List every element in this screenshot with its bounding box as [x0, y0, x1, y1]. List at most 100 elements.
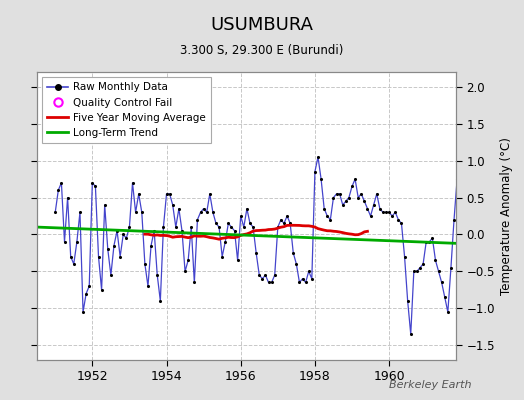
Point — [255, 272, 264, 278]
Point — [329, 194, 337, 201]
Point — [385, 209, 394, 216]
Point — [187, 224, 195, 230]
Point — [215, 224, 223, 230]
Point — [67, 254, 75, 260]
Point — [332, 191, 341, 197]
Point — [218, 254, 226, 260]
Point — [246, 220, 254, 226]
Point — [128, 180, 137, 186]
Point — [138, 209, 146, 216]
Point — [70, 261, 78, 267]
Point — [209, 209, 217, 216]
Point — [224, 220, 233, 226]
Point — [212, 220, 220, 226]
Point — [438, 279, 446, 286]
Point — [200, 206, 208, 212]
Point — [132, 209, 140, 216]
Point — [231, 228, 239, 234]
Point — [391, 209, 399, 216]
Point — [292, 261, 301, 267]
Point — [178, 228, 186, 234]
Point — [416, 264, 424, 271]
Point — [270, 272, 279, 278]
Point — [289, 250, 298, 256]
Point — [63, 194, 72, 201]
Point — [227, 224, 236, 230]
Point — [125, 224, 134, 230]
Point — [311, 168, 319, 175]
Point — [101, 202, 109, 208]
Point — [444, 309, 452, 315]
Point — [82, 290, 90, 297]
Point — [431, 257, 440, 264]
Point — [140, 261, 149, 267]
Point — [156, 298, 165, 304]
Point — [286, 220, 294, 226]
Point — [196, 209, 205, 216]
Point — [239, 224, 248, 230]
Point — [366, 213, 375, 219]
Legend: Raw Monthly Data, Quality Control Fail, Five Year Moving Average, Long-Term Tren: Raw Monthly Data, Quality Control Fail, … — [42, 77, 211, 143]
Point — [205, 191, 214, 197]
Text: Berkeley Earth: Berkeley Earth — [389, 380, 472, 390]
Point — [277, 216, 285, 223]
Point — [233, 257, 242, 264]
Point — [119, 231, 127, 238]
Point — [264, 279, 272, 286]
Point — [419, 261, 427, 267]
Point — [320, 206, 329, 212]
Point — [153, 272, 161, 278]
Point — [422, 239, 430, 245]
Point — [453, 176, 461, 182]
Point — [400, 254, 409, 260]
Point — [236, 213, 245, 219]
Point — [147, 242, 155, 249]
Point — [280, 220, 288, 226]
Point — [54, 187, 62, 193]
Point — [51, 209, 59, 216]
Point — [360, 198, 368, 204]
Point — [171, 224, 180, 230]
Point — [252, 250, 260, 256]
Point — [104, 246, 112, 252]
Point — [397, 220, 406, 226]
Point — [342, 198, 350, 204]
Point — [407, 331, 415, 337]
Point — [425, 239, 433, 245]
Point — [249, 224, 257, 230]
Point — [450, 216, 458, 223]
Point — [274, 224, 282, 230]
Point — [202, 209, 211, 216]
Point — [267, 279, 276, 286]
Point — [107, 272, 115, 278]
Point — [243, 206, 251, 212]
Text: 3.300 S, 29.300 E (Burundi): 3.300 S, 29.300 E (Burundi) — [180, 44, 344, 57]
Point — [317, 176, 325, 182]
Point — [456, 239, 464, 245]
Point — [403, 298, 412, 304]
Point — [88, 180, 96, 186]
Point — [304, 268, 313, 274]
Point — [162, 191, 171, 197]
Point — [447, 264, 455, 271]
Point — [354, 194, 363, 201]
Point — [323, 213, 332, 219]
Point — [190, 279, 199, 286]
Text: USUMBURA: USUMBURA — [211, 16, 313, 34]
Point — [166, 191, 174, 197]
Point — [301, 279, 310, 286]
Point — [428, 235, 436, 241]
Point — [295, 279, 303, 286]
Point — [376, 206, 384, 212]
Point — [110, 242, 118, 249]
Point — [221, 239, 230, 245]
Point — [60, 239, 69, 245]
Point — [441, 294, 449, 300]
Point — [122, 235, 130, 241]
Point — [388, 213, 396, 219]
Point — [351, 176, 359, 182]
Point — [184, 257, 192, 264]
Point — [135, 191, 143, 197]
Point — [339, 202, 347, 208]
Point — [410, 268, 418, 274]
